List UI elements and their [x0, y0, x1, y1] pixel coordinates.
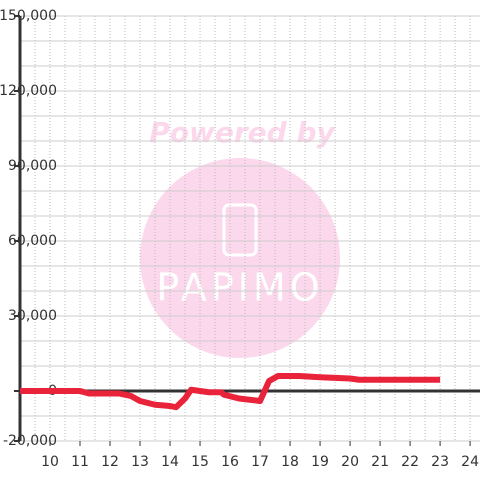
x-tick-label: 17 — [251, 454, 269, 470]
line — [20, 373, 441, 411]
x-tick-label: 14 — [161, 454, 179, 470]
x-tick-label: 12 — [101, 454, 119, 470]
x-tick-label: 13 — [131, 454, 149, 470]
y-tick-label: 120,000 — [0, 83, 57, 99]
y-tick-label: -20,000 — [3, 433, 57, 449]
x-tick-label: 20 — [341, 454, 359, 470]
x-tick-label: 22 — [401, 454, 419, 470]
x-tick-label: 23 — [431, 454, 449, 470]
x-tick-label: 18 — [281, 454, 299, 470]
x-tick-label: 16 — [221, 454, 239, 470]
watermark: Powered by PAPIMO — [140, 116, 340, 358]
x-tick-label: 19 — [311, 454, 329, 470]
x-tick-label: 24 — [461, 454, 479, 470]
y-tick-label: 150,000 — [0, 8, 57, 24]
x-tick-label: 11 — [71, 454, 89, 470]
watermark-phone — [222, 203, 258, 257]
x-tick-label: 21 — [371, 454, 389, 470]
grid: -20,000030,00060,00090,000120,000150,000… — [0, 8, 480, 470]
y-tick-label: 60,000 — [8, 233, 57, 249]
y-tick-label: 90,000 — [8, 158, 57, 174]
x-tick-label: 10 — [41, 454, 59, 470]
watermark-text: Powered by — [149, 116, 336, 149]
x-tick-label: 15 — [191, 454, 209, 470]
plot — [20, 373, 441, 411]
watermark-logo: PAPIMO — [156, 266, 323, 310]
y-tick-label: 30,000 — [8, 308, 57, 324]
